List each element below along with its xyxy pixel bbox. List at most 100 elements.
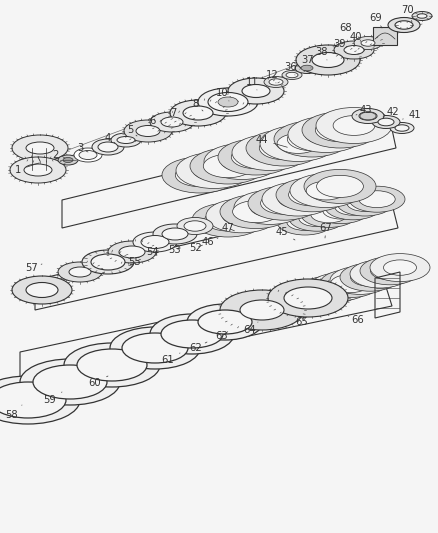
Text: 38: 38: [315, 47, 328, 60]
Text: 39: 39: [333, 39, 346, 52]
Text: 70: 70: [401, 5, 413, 22]
Ellipse shape: [332, 116, 374, 135]
Ellipse shape: [191, 203, 263, 237]
Ellipse shape: [358, 191, 394, 208]
Ellipse shape: [79, 150, 97, 159]
Ellipse shape: [232, 200, 279, 223]
Ellipse shape: [333, 41, 373, 59]
Text: 47: 47: [221, 223, 234, 233]
Ellipse shape: [305, 181, 345, 200]
Ellipse shape: [276, 209, 332, 235]
Text: 2: 2: [52, 150, 65, 160]
Ellipse shape: [311, 52, 343, 68]
Ellipse shape: [310, 281, 349, 299]
Ellipse shape: [336, 190, 392, 216]
Text: 55: 55: [128, 257, 141, 267]
Text: 64: 64: [243, 322, 258, 335]
Ellipse shape: [204, 143, 279, 180]
Ellipse shape: [98, 142, 118, 152]
Text: 4: 4: [105, 133, 115, 143]
Ellipse shape: [288, 205, 344, 231]
Ellipse shape: [227, 78, 283, 104]
Ellipse shape: [389, 123, 413, 133]
Ellipse shape: [416, 14, 426, 18]
Ellipse shape: [303, 169, 375, 204]
Ellipse shape: [153, 224, 197, 244]
Ellipse shape: [310, 206, 346, 223]
Ellipse shape: [208, 93, 247, 111]
Ellipse shape: [263, 77, 287, 87]
Ellipse shape: [276, 134, 318, 154]
Ellipse shape: [394, 125, 408, 131]
Ellipse shape: [300, 65, 312, 71]
Ellipse shape: [387, 18, 419, 33]
Ellipse shape: [268, 79, 283, 85]
Ellipse shape: [240, 300, 283, 320]
Ellipse shape: [58, 262, 102, 282]
Ellipse shape: [294, 62, 318, 74]
Ellipse shape: [111, 133, 141, 147]
Ellipse shape: [218, 97, 237, 107]
Ellipse shape: [281, 70, 301, 79]
Ellipse shape: [334, 198, 371, 215]
Text: 67: 67: [319, 223, 332, 238]
Ellipse shape: [298, 210, 335, 227]
Ellipse shape: [91, 254, 125, 270]
Ellipse shape: [82, 250, 134, 274]
Ellipse shape: [204, 209, 251, 231]
Text: 10: 10: [215, 88, 229, 101]
Ellipse shape: [247, 186, 319, 220]
Ellipse shape: [162, 157, 237, 193]
Text: 12: 12: [265, 70, 278, 83]
Ellipse shape: [183, 106, 212, 120]
Text: 7: 7: [170, 108, 179, 120]
Ellipse shape: [0, 382, 66, 418]
Ellipse shape: [110, 327, 200, 369]
Ellipse shape: [122, 333, 187, 363]
Text: 60: 60: [88, 376, 108, 388]
Ellipse shape: [12, 135, 68, 161]
Text: 66: 66: [347, 315, 364, 325]
Ellipse shape: [218, 139, 293, 175]
Text: 68: 68: [339, 23, 352, 36]
Text: 41: 41: [402, 110, 420, 120]
Ellipse shape: [245, 130, 321, 166]
Ellipse shape: [330, 274, 369, 293]
Text: 43: 43: [355, 105, 371, 115]
Ellipse shape: [77, 349, 147, 381]
Ellipse shape: [119, 246, 145, 258]
Ellipse shape: [343, 45, 363, 54]
Ellipse shape: [315, 108, 391, 143]
Ellipse shape: [24, 164, 52, 176]
Text: 46: 46: [201, 237, 218, 247]
Ellipse shape: [250, 198, 289, 217]
Ellipse shape: [198, 88, 258, 116]
Ellipse shape: [20, 359, 120, 405]
Ellipse shape: [323, 279, 356, 295]
Ellipse shape: [150, 314, 233, 354]
Ellipse shape: [360, 40, 374, 46]
Ellipse shape: [261, 182, 333, 216]
Ellipse shape: [26, 282, 58, 297]
Ellipse shape: [273, 121, 349, 157]
Ellipse shape: [170, 100, 226, 126]
Ellipse shape: [359, 257, 419, 285]
Ellipse shape: [10, 157, 66, 183]
Ellipse shape: [221, 151, 262, 172]
Ellipse shape: [177, 217, 212, 235]
Ellipse shape: [322, 202, 358, 219]
Ellipse shape: [319, 270, 379, 297]
Ellipse shape: [233, 190, 305, 224]
Ellipse shape: [190, 148, 265, 184]
Ellipse shape: [176, 152, 251, 189]
Polygon shape: [372, 27, 396, 45]
Ellipse shape: [161, 117, 183, 127]
Text: 62: 62: [189, 342, 207, 353]
Text: 44: 44: [255, 135, 287, 147]
Ellipse shape: [198, 310, 251, 334]
Ellipse shape: [63, 157, 73, 163]
Ellipse shape: [193, 160, 234, 180]
Ellipse shape: [359, 112, 375, 120]
Ellipse shape: [394, 21, 412, 29]
Ellipse shape: [295, 45, 359, 75]
